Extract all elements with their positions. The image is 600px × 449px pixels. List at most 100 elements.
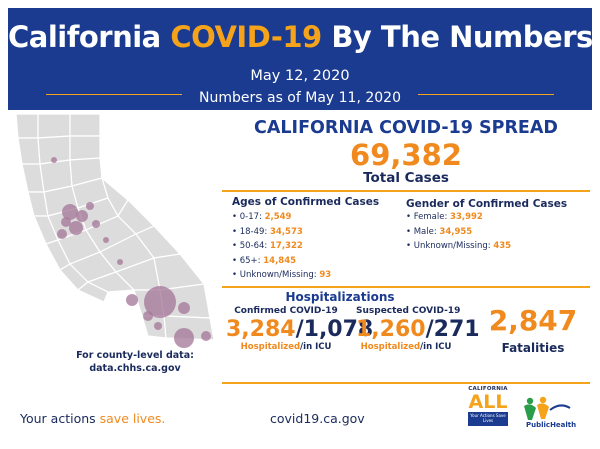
figure-body <box>537 403 549 419</box>
county-data-link[interactable]: data.chhs.ca.gov <box>89 362 181 374</box>
case-bubble <box>62 204 78 220</box>
item-value: 34,955 <box>439 226 473 237</box>
suspected-label: Suspected COVID-19 <box>356 306 461 316</box>
confirmed-hospitalizations: Confirmed COVID-19 3,284/1,078 Hospitali… <box>226 306 373 352</box>
item-label: Female: <box>413 212 451 222</box>
confirmed-separator: / <box>295 317 304 342</box>
bullet-icon: • <box>232 270 240 281</box>
item-value: 2,549 <box>264 212 292 222</box>
case-bubble <box>126 294 138 306</box>
item-label: 0-17: <box>239 212 265 222</box>
case-bubble <box>57 229 67 239</box>
public-health-logo: PublicHealth <box>516 396 588 436</box>
fatalities-value: 2,847 <box>488 304 578 337</box>
california-county-map <box>15 113 215 348</box>
ca-all-logo-top: CALIFORNIA <box>468 386 508 392</box>
divider-right <box>418 94 554 96</box>
confirmed-hospitalized-value: 3,284 <box>226 317 296 342</box>
suspected-icu-value: 271 <box>433 317 480 342</box>
county-note-label: For county-level data: <box>76 350 194 361</box>
item-label: Male: <box>413 226 440 237</box>
header-banner: California COVID-19 By The Numbers May 1… <box>8 8 593 110</box>
county-shape <box>69 135 101 161</box>
report-date: May 12, 2020 <box>250 68 350 84</box>
item-label: 65+: <box>239 255 264 266</box>
item-value: 14,845 <box>263 255 297 266</box>
figure-head <box>526 397 534 405</box>
bullet-icon: • <box>232 226 240 237</box>
spread-heading: CALIFORNIA COVID-19 SPREAD <box>254 118 558 138</box>
title-text-start: California <box>8 20 171 54</box>
county-shape <box>15 113 39 139</box>
case-bubble <box>103 237 109 243</box>
list-item: • Female: 33,992 <box>406 210 511 225</box>
title-text-highlight: COVID-19 <box>170 20 322 54</box>
bullet-icon: • <box>406 241 414 252</box>
confirmed-icu-value: 1,078 <box>303 317 374 342</box>
item-label: 50-64: <box>239 241 270 252</box>
confirmed-values: 3,284/1,078 <box>226 317 373 342</box>
total-cases-value: 69,382 <box>350 138 462 172</box>
hospitalizations-heading: Hospitalizations <box>285 290 395 304</box>
bullet-icon: • <box>406 212 414 222</box>
confirmed-icu-label: /in ICU <box>300 342 332 352</box>
case-bubble <box>174 328 194 348</box>
case-bubble <box>154 322 162 330</box>
ages-heading: Ages of Confirmed Cases <box>232 196 380 208</box>
public-health-figures-icon <box>524 396 571 420</box>
item-value: 33,992 <box>450 212 483 222</box>
list-item: • 65+: 14,845 <box>232 254 331 269</box>
confirmed-sublabel: Hospitalized/in ICU <box>226 342 346 352</box>
logo-swoosh <box>549 404 571 411</box>
figure-body <box>524 404 536 420</box>
case-bubble <box>143 311 153 321</box>
item-label: 18-49: <box>239 226 270 237</box>
suspected-hospitalized-label: Hospitalized <box>360 342 421 352</box>
data-as-of: Numbers as of May 11, 2020 <box>199 90 401 106</box>
item-value: 34,573 <box>269 226 303 237</box>
bullet-icon: • <box>232 255 240 266</box>
case-bubble <box>144 286 176 318</box>
slogan-text: Your actions <box>20 411 100 426</box>
case-bubble <box>86 202 94 210</box>
website-link[interactable]: covid19.ca.gov <box>270 411 365 426</box>
divider-left <box>46 94 182 96</box>
divider <box>222 286 590 288</box>
case-bubble <box>76 210 88 222</box>
public-health-logo-text: PublicHealth <box>526 421 577 429</box>
case-bubble <box>92 220 100 228</box>
case-bubble <box>69 221 83 235</box>
county-shape <box>37 113 71 139</box>
confirmed-label: Confirmed COVID-19 <box>234 306 338 316</box>
case-bubble <box>117 259 123 265</box>
list-item: • 50-64: 17,322 <box>232 239 331 254</box>
list-item: • Male: 34,955 <box>406 225 511 240</box>
list-item: • Unknown/Missing: 93 <box>232 268 331 283</box>
slogan-highlight: save lives. <box>99 411 166 426</box>
ca-all-logo-tagline: Your Actions Save Lives <box>468 412 508 426</box>
title-text-end: By The Numbers <box>321 20 593 54</box>
ca-all-logo-word: ALL <box>468 391 508 413</box>
bullet-icon: • <box>406 226 414 237</box>
california-all-logo: CALIFORNIA ALL Your Actions Save Lives <box>462 386 514 440</box>
suspected-icu-label: /in ICU <box>420 342 452 352</box>
figure-head <box>539 396 547 404</box>
county-data-note: For county-level data: data.chhs.ca.gov <box>60 350 210 376</box>
suspected-values: 1,260/271 <box>356 317 480 342</box>
item-value: 17,322 <box>269 241 303 252</box>
bullet-icon: • <box>232 241 240 252</box>
item-label: Unknown/Missing: <box>413 241 494 252</box>
footer-slogan: Your actions save lives. <box>20 411 165 426</box>
item-value: 435 <box>493 241 512 252</box>
list-item: • 0-17: 2,549 <box>232 210 331 225</box>
gender-heading: Gender of Confirmed Cases <box>406 198 568 210</box>
fatalities-label: Fatalities <box>501 341 565 355</box>
item-value: 93 <box>319 270 332 281</box>
bullet-icon: • <box>232 212 240 222</box>
suspected-separator: / <box>425 317 434 342</box>
case-bubble <box>201 331 211 341</box>
case-bubbles <box>51 157 211 348</box>
suspected-sublabel: Hospitalized/in ICU <box>356 342 456 352</box>
case-bubble <box>51 157 57 163</box>
ages-list: • 0-17: 2,549 • 18-49: 34,573 • 50-64: 17,… <box>232 210 331 283</box>
